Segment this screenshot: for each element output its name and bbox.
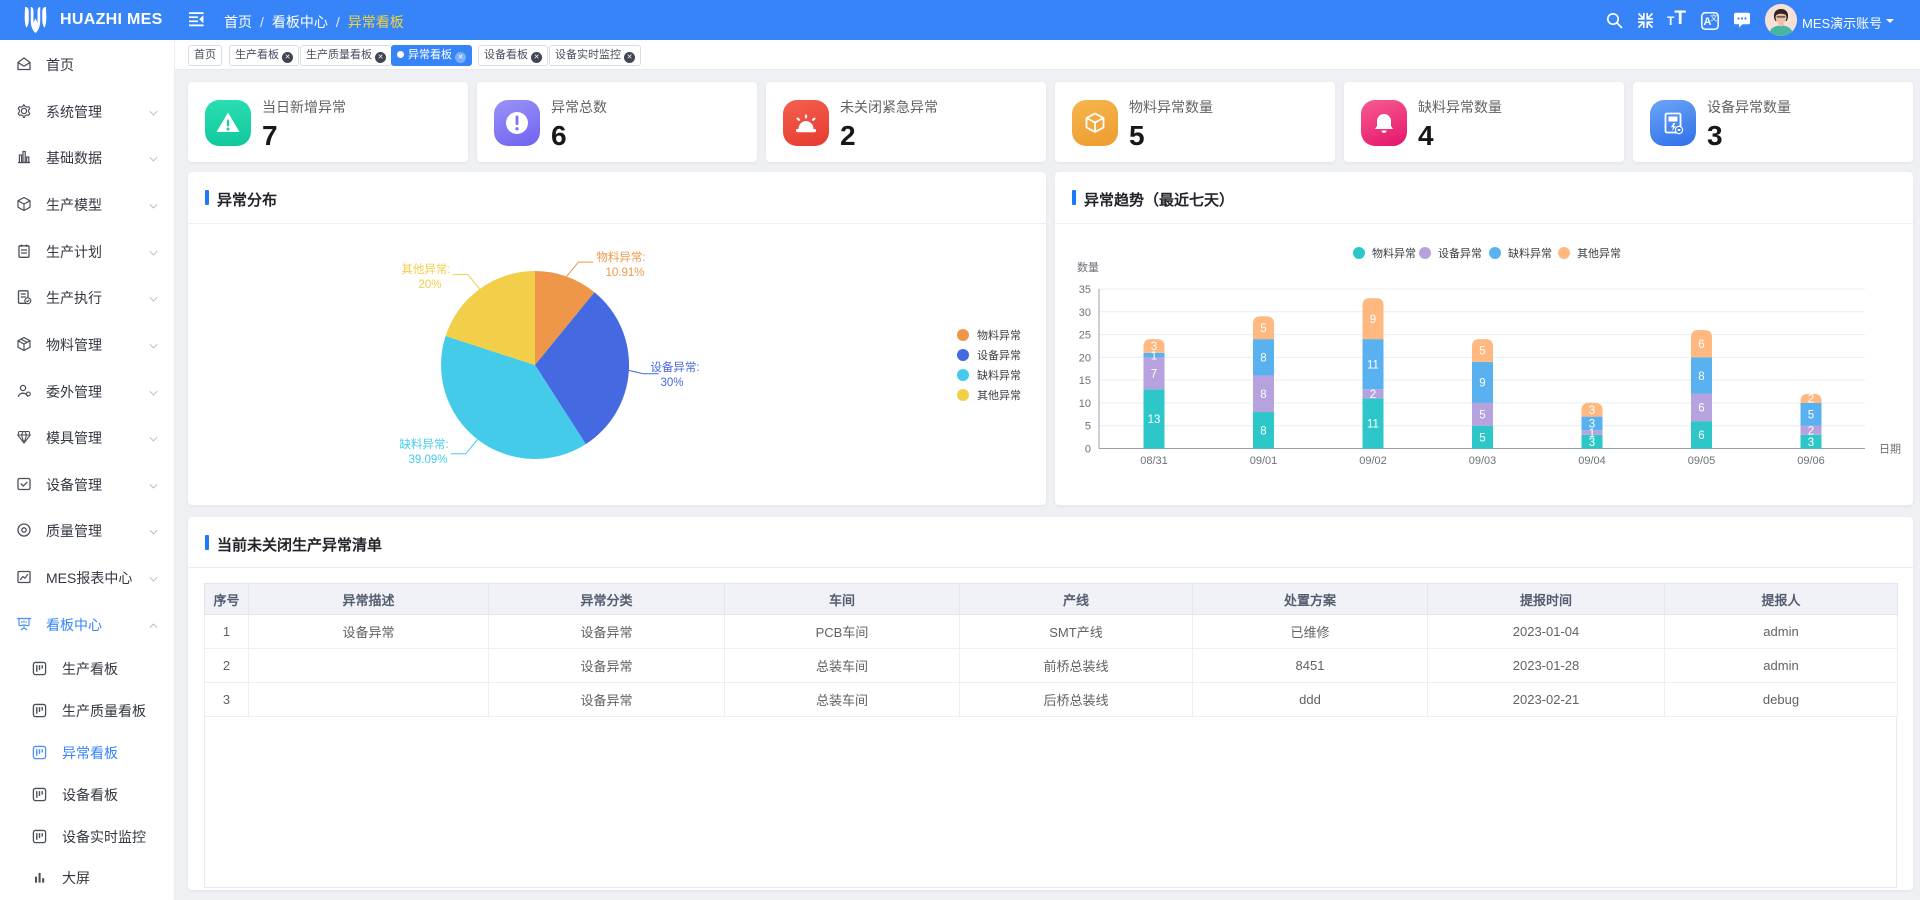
svg-text:物料异常: 物料异常 xyxy=(977,328,1021,342)
svg-text:设备异常: 设备异常 xyxy=(1438,246,1482,260)
svg-text:25: 25 xyxy=(1079,330,1091,342)
svg-text:08/31: 08/31 xyxy=(1140,455,1168,467)
svg-text:6: 6 xyxy=(1698,430,1704,442)
svg-text:09/04: 09/04 xyxy=(1578,455,1606,467)
svg-text:20: 20 xyxy=(1079,352,1091,364)
svg-text:其他异常:: 其他异常: xyxy=(401,263,450,276)
svg-text:1: 1 xyxy=(1589,428,1595,440)
svg-text:物料异常:: 物料异常: xyxy=(596,250,645,264)
svg-text:6: 6 xyxy=(1698,403,1704,415)
svg-text:A: A xyxy=(1704,16,1712,28)
svg-text:8: 8 xyxy=(1698,371,1704,383)
svg-text:13: 13 xyxy=(1148,414,1161,426)
svg-text:30%: 30% xyxy=(660,377,683,389)
svg-text:09/06: 09/06 xyxy=(1797,455,1825,467)
svg-text:20%: 20% xyxy=(418,279,441,291)
svg-text:3: 3 xyxy=(1589,419,1595,431)
svg-text:7: 7 xyxy=(1151,369,1157,381)
svg-text:5: 5 xyxy=(1260,323,1266,335)
svg-text:5: 5 xyxy=(1085,421,1091,433)
svg-text:设备异常: 设备异常 xyxy=(977,348,1021,362)
svg-text:缺料异常:: 缺料异常: xyxy=(399,437,448,451)
svg-text:6: 6 xyxy=(1698,339,1704,351)
svg-text:11: 11 xyxy=(1367,419,1379,431)
svg-text:物料异常: 物料异常 xyxy=(1372,246,1416,260)
svg-text:日期: 日期 xyxy=(1879,443,1901,456)
svg-text:5: 5 xyxy=(1808,410,1814,422)
svg-text:09/03: 09/03 xyxy=(1469,455,1497,467)
svg-text:数量: 数量 xyxy=(1077,261,1099,274)
svg-text:5: 5 xyxy=(1479,432,1485,444)
svg-text:设备异常:: 设备异常: xyxy=(650,360,699,374)
svg-text:缺料异常: 缺料异常 xyxy=(1508,246,1552,260)
svg-text:2: 2 xyxy=(1808,394,1814,406)
svg-text:11: 11 xyxy=(1367,359,1379,371)
svg-text:9: 9 xyxy=(1370,314,1376,326)
svg-text:8: 8 xyxy=(1260,353,1266,365)
svg-text:1: 1 xyxy=(1151,350,1157,362)
svg-text:2: 2 xyxy=(1370,389,1376,401)
svg-text:3: 3 xyxy=(1151,341,1157,353)
svg-text:其他异常: 其他异常 xyxy=(1577,247,1621,260)
svg-text:3: 3 xyxy=(1589,405,1595,417)
svg-text:5: 5 xyxy=(1479,410,1485,422)
svg-text:09/01: 09/01 xyxy=(1250,455,1278,467)
svg-text:09/05: 09/05 xyxy=(1688,455,1716,467)
svg-text:10.91%: 10.91% xyxy=(605,267,644,279)
svg-text:3: 3 xyxy=(1808,437,1814,449)
svg-text:9: 9 xyxy=(1479,378,1485,390)
svg-text:8: 8 xyxy=(1260,426,1266,438)
svg-text:39.09%: 39.09% xyxy=(408,454,447,466)
svg-text:缺料异常: 缺料异常 xyxy=(977,368,1021,382)
svg-text:文: 文 xyxy=(1710,13,1718,23)
svg-text:35: 35 xyxy=(1079,284,1091,296)
svg-text:15: 15 xyxy=(1079,375,1091,387)
svg-text:2: 2 xyxy=(1808,426,1814,438)
svg-text:3: 3 xyxy=(1589,437,1595,449)
svg-text:10: 10 xyxy=(1079,398,1091,410)
svg-text:其他异常: 其他异常 xyxy=(977,389,1021,402)
svg-text:0: 0 xyxy=(1085,444,1091,456)
svg-text:30: 30 xyxy=(1079,307,1091,319)
svg-text:09/02: 09/02 xyxy=(1359,455,1387,467)
svg-text:8: 8 xyxy=(1260,389,1266,401)
svg-text:5: 5 xyxy=(1479,346,1485,358)
